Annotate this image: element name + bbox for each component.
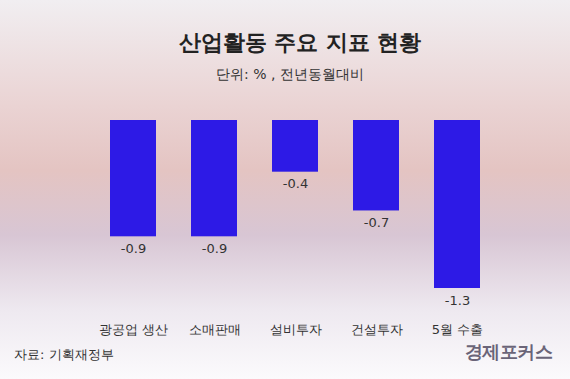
svg-text:건설투자: 건설투자 <box>351 322 403 337</box>
html-text:산업활동 주요 지표 현황: 산업활동 주요 지표 현황 <box>178 30 422 55</box>
html-text:경제포커스: 경제포커스 <box>464 341 552 362</box>
svg-text:소매판매: 소매판매 <box>189 322 241 337</box>
svg-text:-1.3: -1.3 <box>445 293 470 308</box>
html-text:자료: 기획재정부: 자료: 기획재정부 <box>14 347 114 362</box>
svg-text:-0.7: -0.7 <box>364 215 389 230</box>
svg-text:광공업 생산: 광공업 생산 <box>99 322 168 337</box>
html-text:단위: % , 전년동월대비: 단위: % , 전년동월대비 <box>216 66 364 82</box>
svg-text:-0.9: -0.9 <box>121 241 146 256</box>
svg-text:-0.4: -0.4 <box>283 176 308 191</box>
svg-text:5월 수출: 5월 수출 <box>432 322 483 337</box>
svg-text:설비투자: 설비투자 <box>270 322 322 337</box>
svg-text:-0.9: -0.9 <box>202 241 227 256</box>
